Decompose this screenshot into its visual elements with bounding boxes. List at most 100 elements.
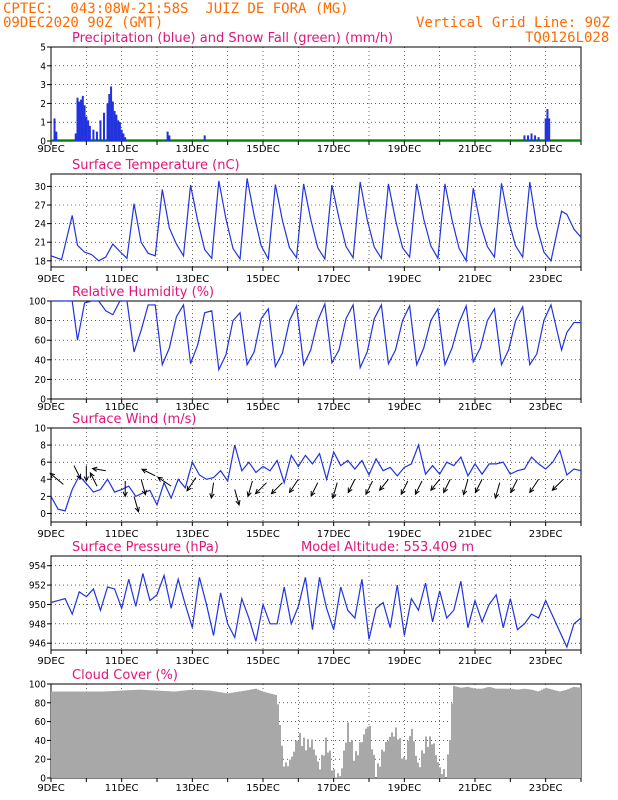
cloud-bar	[113, 690, 115, 778]
cloud-bar	[499, 688, 501, 778]
wind-arrow	[92, 468, 106, 472]
cloud-bar	[69, 691, 71, 778]
cloud-bar	[73, 691, 75, 778]
cloud-bar	[125, 690, 127, 778]
cloud-bar	[169, 691, 171, 778]
precip-bar	[537, 137, 540, 141]
wind-arrow-head	[430, 485, 436, 492]
cloud-bar	[279, 725, 281, 778]
wind-arrow-head	[347, 487, 353, 494]
cloud-bar	[437, 762, 439, 778]
cloud-bar	[377, 763, 379, 778]
precip-bar	[83, 105, 86, 141]
wind-xtick-label: 9DEC	[37, 529, 64, 540]
humidity-ytick-label: 80	[35, 316, 47, 327]
wind-arrow	[463, 479, 469, 495]
cloud-bar	[207, 690, 209, 778]
wind-arrow	[140, 479, 146, 495]
cloud-bar	[391, 732, 393, 778]
precip-xtick-label: 19DEC	[387, 144, 421, 155]
wind-frame	[50, 427, 582, 523]
wind-arrow	[475, 479, 483, 493]
precip-xtick-label: 23DEC	[529, 144, 563, 155]
wind-arrow	[310, 482, 319, 497]
humidity-title: Relative Humidity (%)	[72, 285, 214, 300]
cloud-bar	[83, 691, 85, 778]
temperature-xtick-label: 23DEC	[529, 274, 563, 285]
precip-xtick-label: 21DEC	[458, 144, 492, 155]
cloud-bar	[79, 691, 81, 778]
cloud-bar	[399, 738, 401, 778]
wind-xtick-label: 23DEC	[529, 529, 563, 540]
cloud-ytick-label: 0	[40, 774, 46, 785]
wind-arrow-head	[474, 487, 480, 494]
cloud-bar	[341, 768, 343, 778]
cloud-bar	[461, 687, 463, 778]
cloud-bar	[175, 691, 177, 778]
cloud-bar	[371, 749, 373, 778]
header-model-code: TQ0126L028	[525, 30, 610, 46]
precip-bar	[110, 86, 113, 141]
cloud-bar	[319, 769, 321, 778]
cloud-bar	[407, 740, 409, 778]
wind-arrow	[89, 472, 98, 487]
cloud-xtick-label: 17DEC	[317, 783, 351, 794]
cloud-bar	[105, 691, 107, 778]
cloud-bar	[513, 689, 515, 778]
cloud-bar	[205, 690, 207, 778]
wind-arrow	[157, 476, 172, 487]
cloud-bar	[179, 690, 181, 778]
wind-arrow	[73, 465, 82, 480]
cloud-bar	[419, 767, 421, 778]
cloud-bar	[505, 688, 507, 778]
cloud-bar	[75, 691, 77, 778]
cloud-bar	[159, 690, 161, 778]
cloud-bar	[463, 687, 465, 778]
cloud-bar	[539, 690, 541, 778]
cloud-bar	[301, 746, 303, 778]
cloud-bar	[239, 691, 241, 778]
cloud-bar	[525, 688, 527, 778]
wind-arrow-head	[288, 487, 295, 494]
cloud-bar	[299, 732, 301, 778]
cloud-bar	[157, 690, 159, 778]
cloud-bar	[415, 755, 417, 778]
cloud-bar	[53, 691, 55, 778]
cloud-bar	[123, 690, 125, 778]
precip-ytick-label: 2	[40, 99, 46, 110]
cloud-bar	[271, 693, 273, 778]
cloud-bar	[263, 691, 265, 778]
cloud-xtick-label: 19DEC	[387, 783, 421, 794]
wind-arrow-head	[310, 490, 316, 497]
humidity-xtick-label: 19DEC	[387, 402, 421, 413]
cloud-bar	[51, 691, 53, 778]
cloud-bar	[331, 770, 333, 778]
precip-ytick-label: 3	[40, 80, 46, 91]
cloud-bar	[199, 690, 201, 778]
cloud-bar	[227, 693, 229, 778]
wind-arrow	[186, 477, 197, 492]
cloud-bar	[281, 745, 283, 778]
precip-bar	[546, 109, 549, 141]
wind-arrow-head	[246, 491, 252, 498]
pressure-annotation: Model Altitude: 553.409 m	[301, 540, 474, 555]
cloud-bar	[389, 736, 391, 778]
cloud-bar	[193, 689, 195, 778]
cloud-bar	[397, 739, 399, 778]
precip-bar	[115, 114, 118, 141]
cloud-bar	[219, 692, 221, 778]
pressure-ytick-label: 950	[29, 600, 46, 611]
cloud-bar	[575, 687, 577, 778]
cloud-bar	[545, 687, 547, 778]
cloud-xtick-label: 21DEC	[458, 783, 492, 794]
cloud-bar	[295, 740, 297, 778]
cloud-bar	[485, 687, 487, 778]
cloud-bar	[265, 692, 267, 778]
wind-arrow-head	[378, 485, 385, 492]
cloud-bar	[333, 769, 335, 778]
cloud-bar	[489, 687, 491, 778]
cloud-bar	[91, 691, 93, 778]
cloud-bar	[323, 755, 325, 778]
cloud-bar	[143, 689, 145, 778]
